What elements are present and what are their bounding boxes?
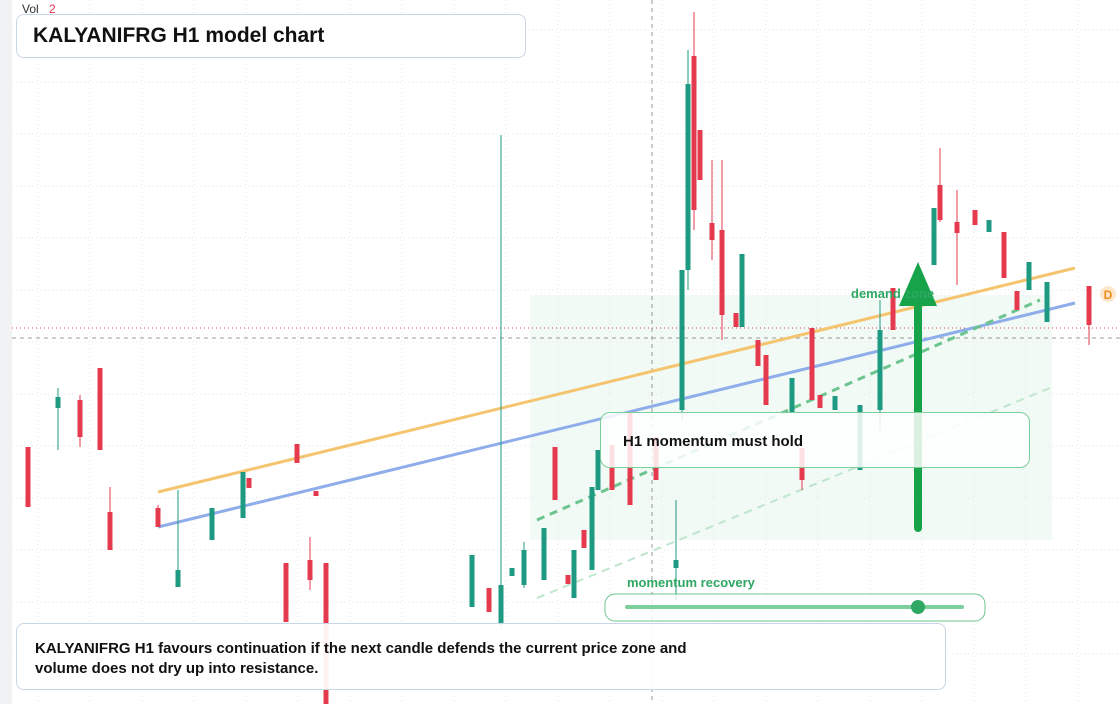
candle-body [541,528,547,580]
candle-body [739,254,745,327]
candle-body [763,355,769,405]
candle-body [817,395,823,408]
candle-body [832,396,838,410]
chart-title: KALYANIFRG H1 model chart [33,24,325,47]
candle-body [937,185,943,220]
candle-body [972,210,978,225]
candle-body [733,313,739,327]
candle-body [155,508,161,527]
callout-box: H1 momentum must hold [600,412,1030,468]
candle-body [97,368,103,450]
candle-body [509,568,515,576]
candle-body [673,560,679,568]
left-edge [0,0,12,704]
candle-body [954,222,960,233]
candle-body [25,447,31,507]
candle-body [589,487,595,570]
candle-body [294,444,300,463]
candle-body [469,555,475,607]
candle-body [571,550,577,598]
candle-body [755,340,761,366]
candle-body [1026,262,1032,290]
footer-box: KALYANIFRG H1 favours continuation if th… [16,623,946,690]
candle-body [890,288,896,330]
candle-body [486,588,492,612]
candle-body [175,570,181,587]
candle-body [1044,282,1050,322]
arrow-head [899,262,937,306]
trendline [536,298,1041,522]
candle-body [709,223,715,240]
candle-body [789,378,795,412]
candle-body [240,472,246,518]
candle-body [877,330,883,410]
candle-body [55,397,61,408]
candle-body [986,220,992,232]
title-box: KALYANIFRG H1 model chart [16,14,526,58]
candle-body [1014,291,1020,310]
candle-body [521,550,527,585]
candle-body [209,508,215,540]
footer-line: KALYANIFRG H1 favours continuation if th… [35,640,687,657]
candle-body [1001,232,1007,278]
marker-label: D [1104,288,1113,302]
candle-body [679,270,685,410]
candle-body [581,530,587,548]
zone-label: demand zone [851,286,934,301]
candle-body [565,575,571,584]
volume-value: 2 [49,2,56,16]
candle-body [809,328,815,400]
slider-label: momentum recovery [627,575,756,590]
candle-body [691,56,697,210]
candle-body [77,400,83,437]
candle-body [498,585,504,625]
slider-knob [911,600,925,614]
candle-body [246,478,252,488]
candle-body [107,512,113,550]
candle-body [552,447,558,500]
candle-body [1086,286,1092,325]
candle-body [697,130,703,180]
footer-line: volume does not dry up into resistance. [35,660,319,677]
candle-body [595,450,601,490]
callout: H1 momentum must hold [623,433,804,450]
marker-badge [1100,286,1116,302]
candle-body [719,230,725,315]
candle-body [283,563,289,622]
candle-body [931,208,937,265]
candle-body [313,491,319,496]
candle-body [685,84,691,270]
volume-label: Vol [22,2,39,16]
grid [12,0,1120,704]
candle-body [307,560,313,580]
